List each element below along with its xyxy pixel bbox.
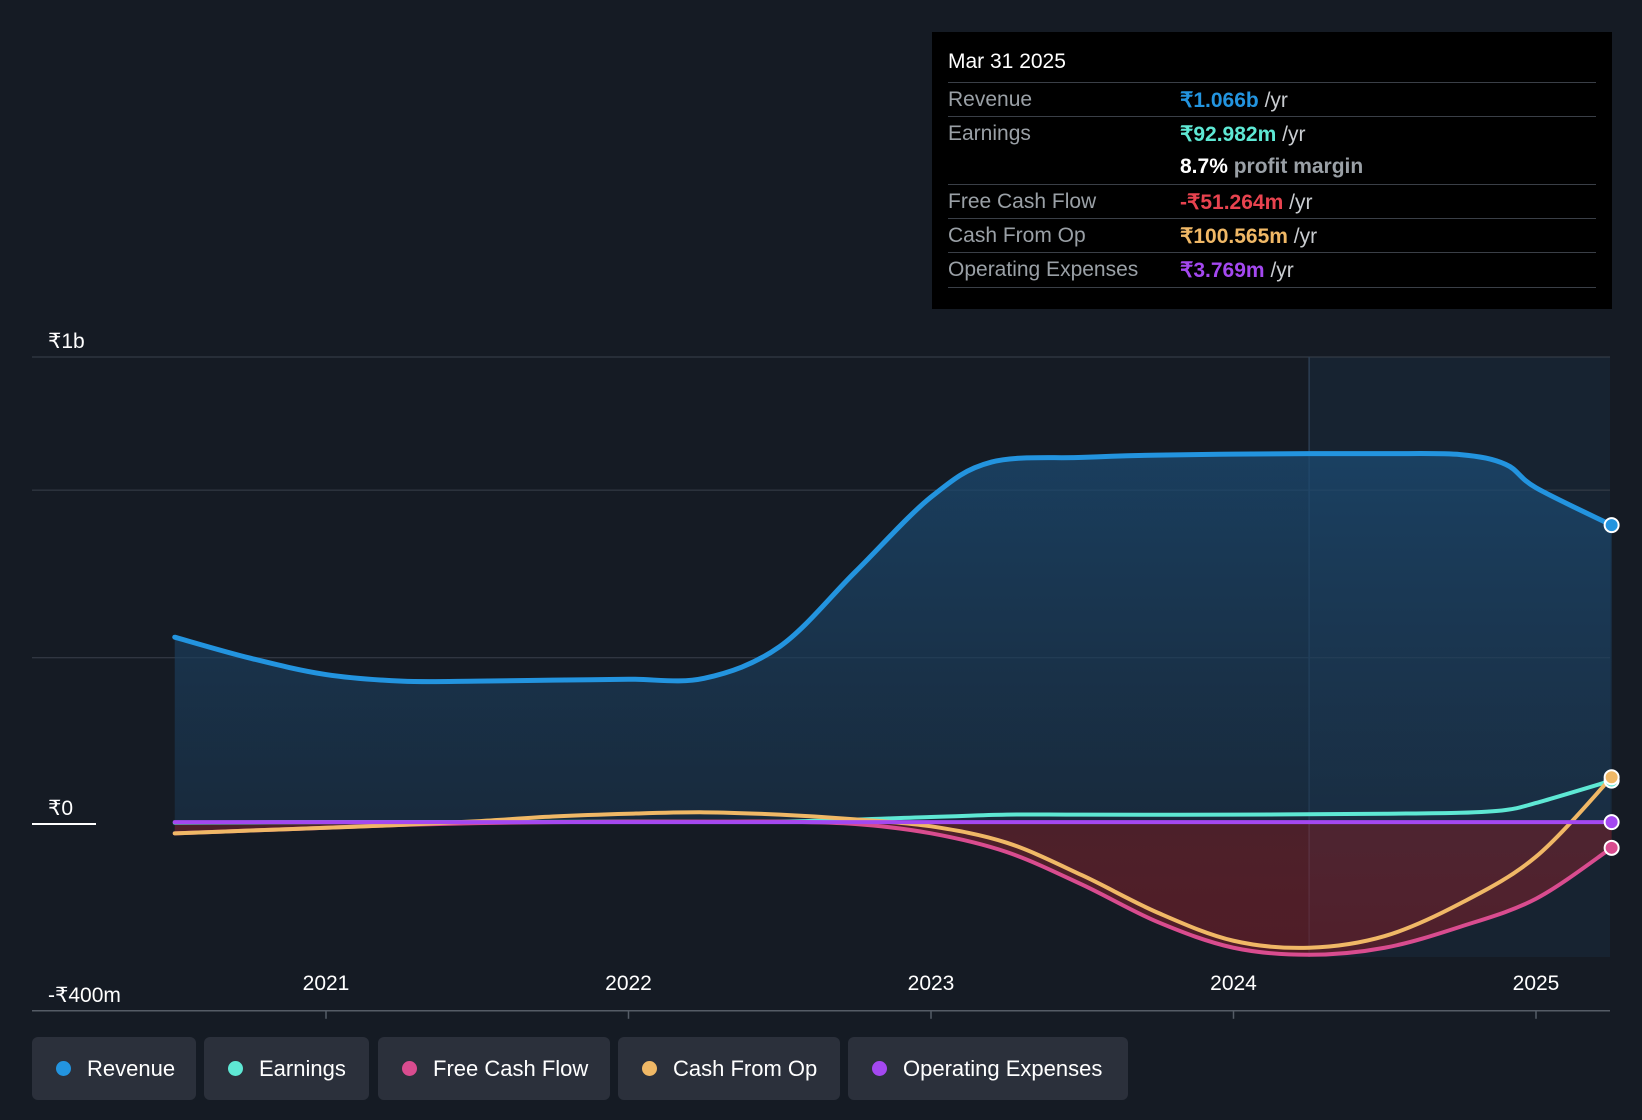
tooltip-row-revenue: Revenue ₹1.066b /yr — [948, 82, 1596, 117]
revenue-area — [174, 453, 1612, 824]
tooltip-unit-margin: profit margin — [1233, 155, 1364, 178]
tooltip-unit-opex: /yr — [1270, 259, 1294, 282]
legend-dot-fcf — [402, 1061, 417, 1076]
end-marker-cfo — [1603, 769, 1620, 786]
end-marker-opex — [1603, 814, 1620, 831]
tooltip-row-margin: 8.7% profit margin — [948, 150, 1596, 184]
legend-label-fcf: Free Cash Flow — [433, 1055, 589, 1081]
legend-dot-revenue — [56, 1061, 71, 1076]
tooltip-panel: Mar 31 2025 Revenue ₹1.066b /yr Earnings… — [932, 32, 1612, 309]
series-line-cfo — [172, 775, 1614, 950]
y-tick-label-1: ₹0 — [48, 797, 73, 820]
fcf-area — [174, 821, 1612, 955]
legend-dot-cfo — [642, 1061, 657, 1076]
legend-item-fcf[interactable]: Free Cash Flow — [378, 1037, 610, 1100]
tooltip-value-opex: ₹3.769m — [1180, 259, 1265, 282]
tooltip-label-earnings: Earnings — [948, 122, 1031, 145]
tooltip-value-earnings: ₹92.982m — [1180, 123, 1277, 146]
x-tick-label-3: 2024 — [1210, 972, 1257, 995]
tooltip-row-cfo: Cash From Op ₹100.565m /yr — [948, 218, 1596, 253]
legend-item-opex[interactable]: Operating Expenses — [848, 1037, 1128, 1100]
legend-dot-earnings — [228, 1061, 243, 1076]
tooltip-date: Mar 31 2025 — [948, 50, 1066, 73]
x-tick-label-4: 2025 — [1513, 972, 1560, 995]
tooltip-unit-cfo: /yr — [1293, 225, 1318, 248]
tooltip-label-fcf: Free Cash Flow — [948, 190, 1097, 213]
legend-label-earnings: Earnings — [259, 1055, 346, 1081]
tooltip-label-revenue: Revenue — [948, 88, 1033, 111]
tooltip-value-revenue: ₹1.066b — [1180, 89, 1259, 112]
legend-item-cfo[interactable]: Cash From Op — [618, 1037, 840, 1100]
end-marker-revenue — [1603, 517, 1620, 534]
tooltip-row-earnings: Earnings ₹92.982m /yr — [948, 116, 1596, 151]
end-marker-fcf — [1603, 839, 1620, 856]
y-tick-label-2: -₹400m — [48, 984, 121, 1007]
legend-dot-opex — [872, 1061, 887, 1076]
tooltip-label-cfo: Cash From Op — [948, 224, 1086, 247]
series-line-revenue — [172, 451, 1615, 685]
y-tick-label-0: ₹1b — [48, 330, 85, 353]
legend-label-cfo: Cash From Op — [673, 1055, 818, 1081]
x-tick-label-1: 2022 — [605, 972, 652, 995]
tooltip-unit-earnings: /yr — [1282, 123, 1306, 146]
tooltip-unit-fcf: /yr — [1289, 191, 1313, 214]
tooltip-value-cfo: ₹100.565m — [1180, 225, 1288, 248]
tooltip-label-opex: Operating Expenses — [948, 258, 1139, 281]
legend-item-earnings[interactable]: Earnings — [204, 1037, 369, 1100]
tooltip-value-margin: 8.7% — [1180, 155, 1228, 178]
tooltip-row-fcf: Free Cash Flow -₹51.264m /yr — [948, 184, 1596, 219]
x-tick-label-0: 2021 — [303, 972, 350, 995]
legend-label-revenue: Revenue — [87, 1055, 176, 1081]
tooltip-value-fcf: -₹51.264m — [1180, 191, 1284, 214]
x-tick-label-2: 2023 — [908, 972, 955, 995]
legend-label-opex: Operating Expenses — [903, 1055, 1103, 1081]
tooltip-unit-revenue: /yr — [1264, 89, 1288, 112]
legend-item-revenue[interactable]: Revenue — [32, 1037, 196, 1100]
tooltip-row-opex: Operating Expenses ₹3.769m /yr — [948, 252, 1596, 288]
